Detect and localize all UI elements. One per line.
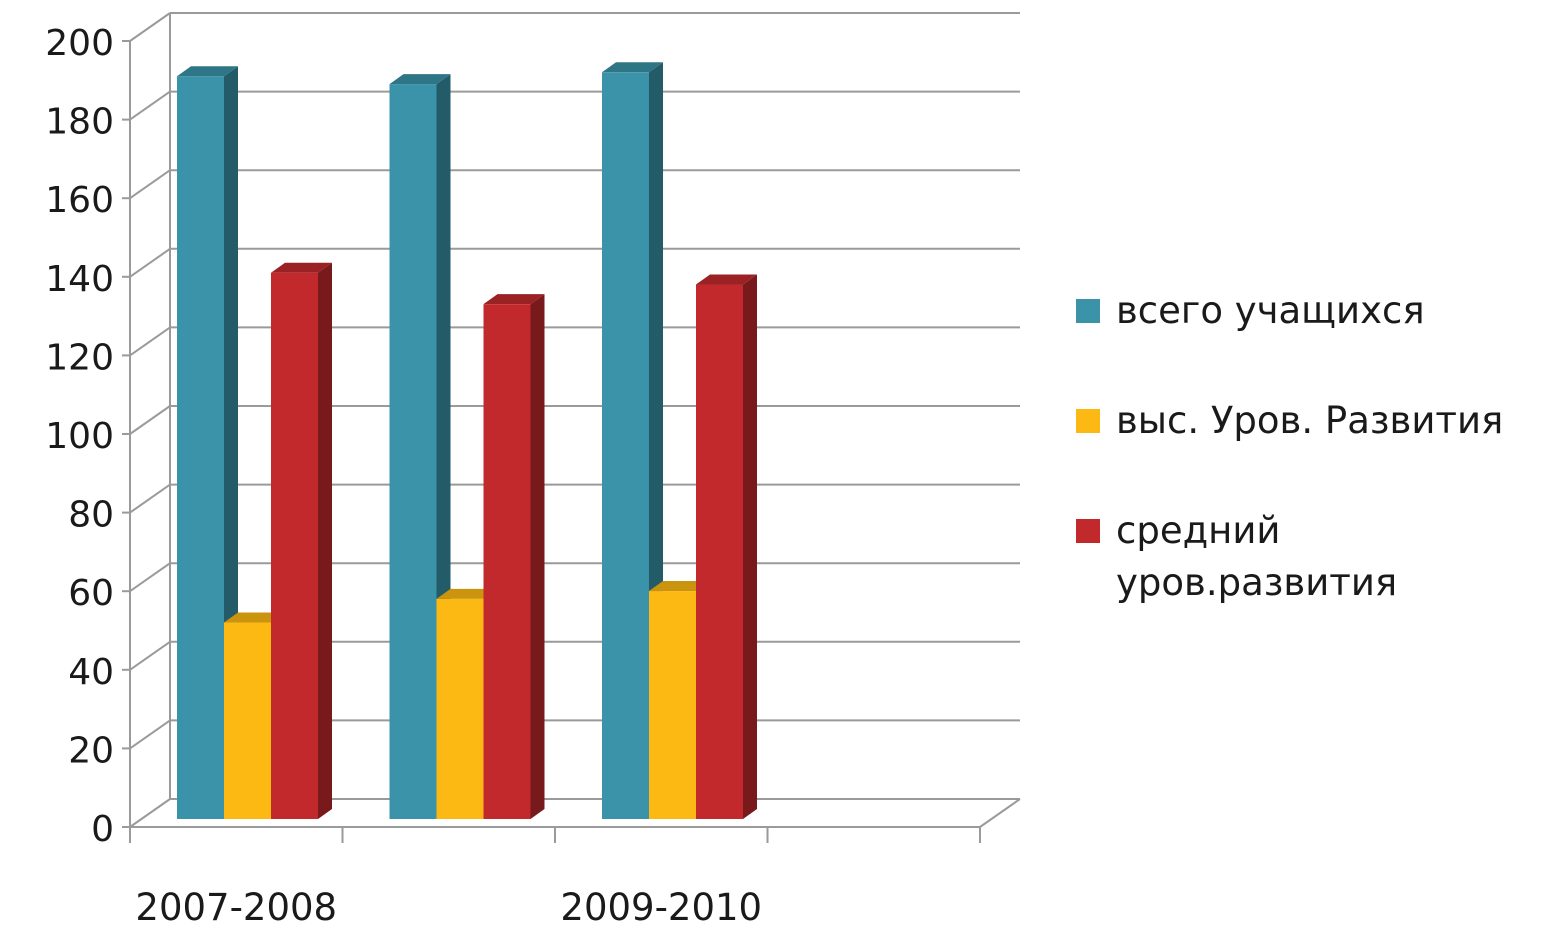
bar (436, 598, 484, 819)
bar-top (177, 66, 238, 77)
y-tick-label: 60 (68, 573, 114, 614)
bar-side (743, 274, 757, 819)
legend: всего учащихся выс. Уров. Развития средн… (1076, 285, 1536, 609)
bar-top (389, 74, 451, 85)
x-tick-label: 2007-2008 (135, 886, 337, 929)
bar (224, 622, 271, 819)
gridline-connector (129, 798, 171, 828)
gridline-connector (129, 90, 171, 121)
gridline-connector (129, 169, 171, 200)
bar (483, 304, 531, 819)
bar (696, 284, 743, 819)
bar-top (696, 274, 757, 285)
bar-top (271, 262, 332, 273)
bar (649, 591, 696, 819)
bar-top (602, 62, 663, 73)
y-tick-label: 200 (45, 23, 114, 64)
legend-item-total-students: всего учащихся (1076, 285, 1536, 337)
legend-item-medium-level: средний уров.развития (1076, 505, 1536, 609)
y-tick-label: 160 (45, 180, 114, 221)
gridline-connector (129, 483, 171, 514)
y-tick-label: 140 (45, 259, 114, 300)
bar-top (649, 581, 710, 592)
bar-top (436, 588, 498, 599)
bar (177, 76, 224, 820)
y-tick-label: 40 (68, 652, 114, 693)
gridline-connector (129, 405, 171, 435)
legend-label-high-level: выс. Уров. Развития (1116, 399, 1504, 442)
x-tick-label: 2009-2010 (560, 886, 762, 929)
bar (271, 272, 318, 820)
y-tick-label: 100 (45, 416, 114, 457)
bar-side (318, 262, 332, 820)
bar-side (530, 294, 545, 819)
legend-label-medium-level: средний уров.развития (1116, 509, 1398, 604)
y-tick-label: 120 (45, 337, 114, 378)
legend-label-total-students: всего учащихся (1116, 289, 1425, 332)
gridline-connector (129, 719, 171, 750)
y-tick-label: 0 (91, 809, 114, 850)
bar-top (224, 612, 285, 623)
bar (389, 84, 437, 820)
bar-top (483, 294, 545, 305)
legend-item-high-level: выс. Уров. Развития (1076, 395, 1536, 447)
bar (602, 72, 649, 820)
gridline-connector (129, 326, 171, 357)
gridline-connector (129, 12, 171, 42)
legend-swatch-total-students (1076, 299, 1100, 323)
y-tick-label: 80 (68, 495, 114, 536)
y-tick-label: 180 (45, 102, 114, 143)
y-tick-label: 20 (68, 730, 114, 771)
gridline-connector (129, 640, 171, 671)
legend-swatch-medium-level (1076, 519, 1100, 543)
floor-edge (979, 798, 1021, 828)
gridline-connector (129, 247, 171, 278)
gridline-connector (129, 562, 171, 593)
legend-swatch-high-level (1076, 409, 1100, 433)
